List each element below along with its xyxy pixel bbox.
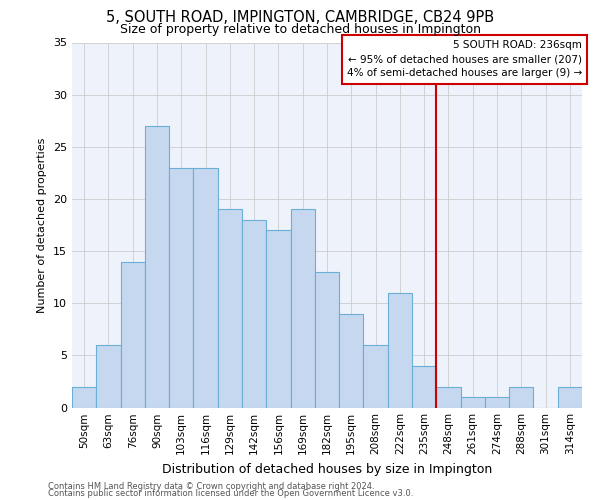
Bar: [364, 345, 388, 408]
Bar: [412, 366, 436, 408]
Bar: [461, 397, 485, 407]
Y-axis label: Number of detached properties: Number of detached properties: [37, 138, 47, 312]
Bar: [558, 386, 582, 407]
Text: 5, SOUTH ROAD, IMPINGTON, CAMBRIDGE, CB24 9PB: 5, SOUTH ROAD, IMPINGTON, CAMBRIDGE, CB2…: [106, 10, 494, 25]
Bar: [485, 397, 509, 407]
Bar: [96, 345, 121, 408]
Bar: [169, 168, 193, 408]
Bar: [315, 272, 339, 407]
Bar: [290, 210, 315, 408]
Bar: [388, 293, 412, 408]
Bar: [266, 230, 290, 408]
Bar: [436, 386, 461, 407]
Text: Contains HM Land Registry data © Crown copyright and database right 2024.: Contains HM Land Registry data © Crown c…: [48, 482, 374, 491]
Text: 5 SOUTH ROAD: 236sqm
← 95% of detached houses are smaller (207)
4% of semi-detac: 5 SOUTH ROAD: 236sqm ← 95% of detached h…: [347, 40, 582, 78]
Bar: [193, 168, 218, 408]
Text: Contains public sector information licensed under the Open Government Licence v3: Contains public sector information licen…: [48, 490, 413, 498]
Bar: [509, 386, 533, 407]
Text: Size of property relative to detached houses in Impington: Size of property relative to detached ho…: [119, 22, 481, 36]
Bar: [218, 210, 242, 408]
Bar: [72, 386, 96, 407]
Bar: [339, 314, 364, 408]
Bar: [145, 126, 169, 408]
Bar: [242, 220, 266, 408]
X-axis label: Distribution of detached houses by size in Impington: Distribution of detached houses by size …: [162, 463, 492, 476]
Bar: [121, 262, 145, 408]
